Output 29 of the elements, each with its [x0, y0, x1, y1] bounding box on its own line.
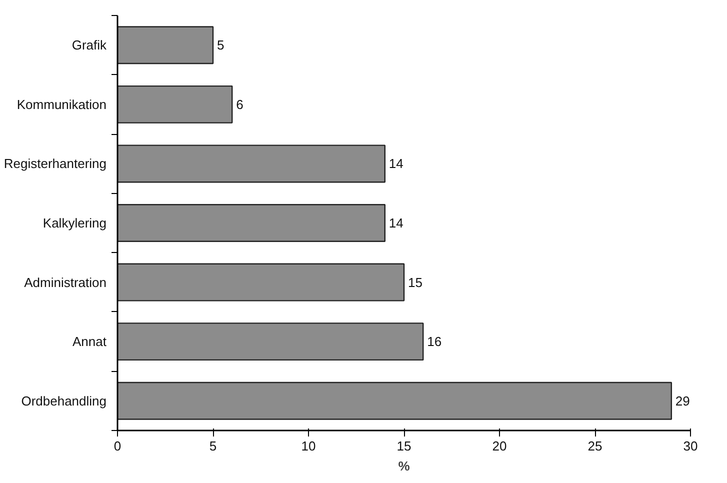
y-tick-label: Kommunikation — [16, 96, 107, 112]
bar — [118, 204, 386, 242]
x-tick-label: 15 — [396, 438, 412, 454]
y-tick-label: Annat — [72, 334, 107, 350]
data-label: 14 — [388, 216, 404, 230]
x-tick-label: 20 — [492, 438, 507, 454]
bar — [118, 322, 424, 361]
y-tick-label: Kalkylering — [42, 216, 107, 230]
data-label: 5 — [217, 38, 224, 53]
bar — [118, 26, 214, 64]
x-tick-label: 0 — [114, 438, 122, 454]
y-tick-label: Registerhantering — [4, 156, 107, 172]
data-label: 15 — [408, 274, 422, 290]
y-tick-label: Grafik — [72, 38, 107, 53]
data-label: 16 — [427, 334, 442, 350]
data-label: 6 — [236, 96, 244, 112]
y-tick-label: Ordbehandling — [21, 393, 107, 408]
bar — [118, 85, 233, 124]
x-tick-label: 5 — [209, 438, 217, 454]
data-label: 29 — [675, 393, 690, 408]
data-label: 14 — [388, 156, 404, 172]
x-tick-label: 25 — [588, 438, 602, 454]
x-tick-label: 10 — [301, 438, 316, 454]
bar — [118, 382, 672, 420]
y-tick-label: Administration — [24, 274, 107, 290]
x-tick-label: 30 — [683, 438, 698, 454]
x-axis-title: % — [398, 458, 410, 474]
bar — [118, 263, 405, 302]
bar — [118, 144, 386, 183]
